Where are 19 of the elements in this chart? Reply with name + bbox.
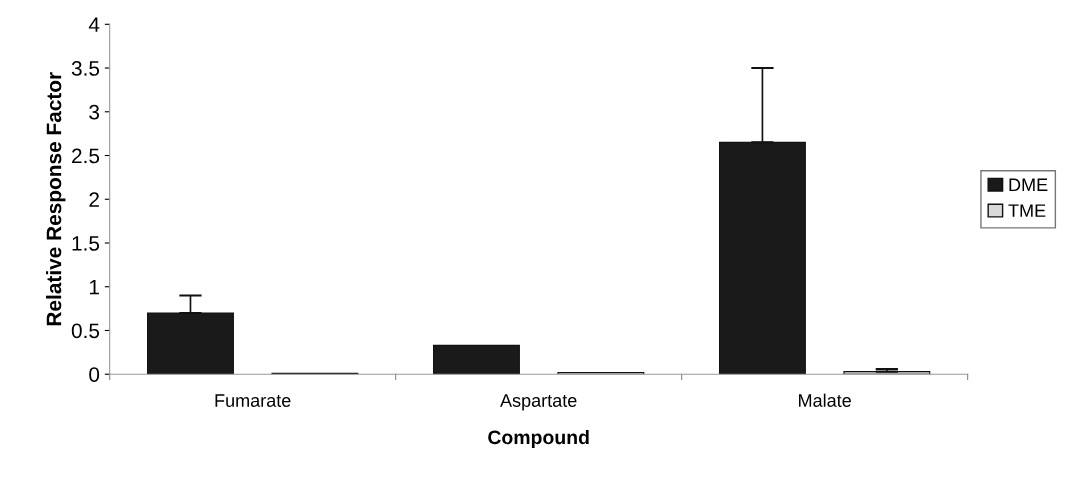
y-tick-label: 0.5 bbox=[71, 323, 100, 339]
x-tick-label: Aspartate bbox=[500, 394, 577, 411]
y-tick-label: 3.5 bbox=[71, 61, 100, 76]
legend-label: DME bbox=[1009, 178, 1048, 191]
y-tick-label: 1 bbox=[89, 279, 99, 295]
y-tick-label: 3 bbox=[89, 104, 100, 120]
bar bbox=[718, 141, 806, 375]
y-tick-label: 1.5 bbox=[72, 236, 100, 251]
y-tick-label: 0 bbox=[89, 367, 100, 382]
x-axis-title: Compound bbox=[488, 429, 589, 449]
bar bbox=[147, 312, 234, 375]
y-tick-label: 4 bbox=[88, 17, 100, 32]
legend-label: TME bbox=[1008, 204, 1046, 217]
x-tick-label: Fumarate bbox=[215, 394, 291, 407]
y-axis-title: Relative Response Factor bbox=[46, 72, 66, 326]
y-tick-label: 2 bbox=[89, 192, 99, 207]
bar bbox=[433, 344, 520, 375]
y-tick-label: 2.5 bbox=[72, 148, 100, 164]
x-tick-label: Malate bbox=[799, 393, 851, 407]
